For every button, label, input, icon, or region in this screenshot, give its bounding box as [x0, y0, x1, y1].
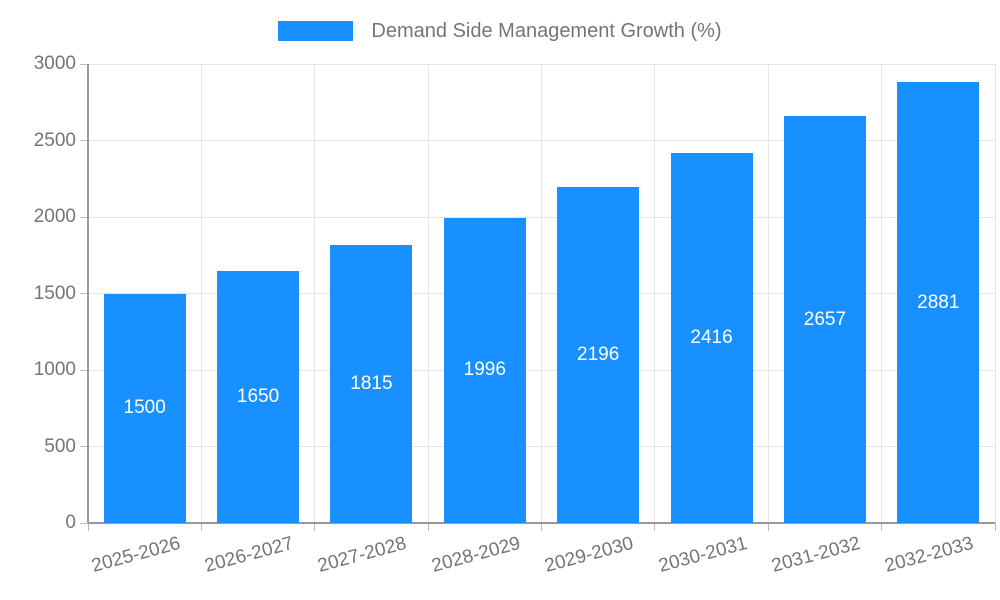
y-tick: [80, 369, 88, 371]
legend-label: Demand Side Management Growth (%): [371, 20, 722, 42]
legend-swatch: [278, 21, 354, 41]
y-tick: [80, 446, 88, 447]
y-tick-label: 3000: [33, 53, 76, 74]
bar-value-label: 2196: [577, 344, 620, 365]
bar[interactable]: [897, 82, 980, 523]
x-gridline: [767, 64, 769, 523]
y-tick-label: 2000: [33, 206, 76, 227]
bar-value-label: 1500: [123, 397, 166, 419]
bar[interactable]: [670, 153, 753, 523]
y-tick-label: 2500: [33, 129, 76, 151]
x-gridline: [200, 64, 202, 523]
x-tick: [541, 523, 542, 531]
bar[interactable]: [330, 245, 413, 523]
y-tick-label: 500: [44, 435, 76, 457]
x-gridline: [654, 64, 656, 523]
bar-value-label: 1996: [463, 359, 506, 381]
x-gridline: [541, 64, 542, 523]
bar-value-label: 2881: [917, 291, 960, 313]
y-tick: [80, 63, 88, 65]
x-tick: [427, 523, 429, 531]
bar[interactable]: [217, 270, 300, 523]
bar-value-label: 2416: [690, 327, 733, 349]
x-tick: [314, 523, 316, 531]
bar[interactable]: [443, 217, 526, 523]
x-gridline: [427, 64, 429, 523]
y-tick: [80, 522, 88, 524]
y-tick-label: 1500: [33, 282, 76, 304]
chart-legend[interactable]: Demand Side Management Growth (%): [0, 20, 1000, 42]
x-tick: [200, 523, 202, 531]
x-tick: [994, 523, 996, 531]
y-tick: [80, 140, 88, 141]
bar[interactable]: [783, 116, 866, 523]
x-gridline: [994, 64, 996, 523]
x-axis-line: [88, 522, 995, 524]
y-axis-line: [87, 64, 89, 523]
x-gridline: [881, 64, 883, 523]
x-tick: [87, 523, 89, 531]
x-tick: [767, 523, 769, 531]
bar-value-label: 1650: [236, 385, 280, 407]
x-gridline: [314, 64, 316, 523]
bar[interactable]: [557, 187, 640, 523]
x-tick: [654, 523, 656, 531]
bar-value-label: 2657: [803, 308, 847, 330]
bar[interactable]: [103, 293, 186, 523]
y-tick: [80, 293, 88, 294]
bar-value-label: 1815: [350, 373, 393, 395]
y-tick-label: 0: [65, 512, 76, 533]
y-tick-label: 1000: [33, 359, 76, 380]
x-tick: [881, 523, 883, 531]
y-tick: [80, 216, 88, 218]
